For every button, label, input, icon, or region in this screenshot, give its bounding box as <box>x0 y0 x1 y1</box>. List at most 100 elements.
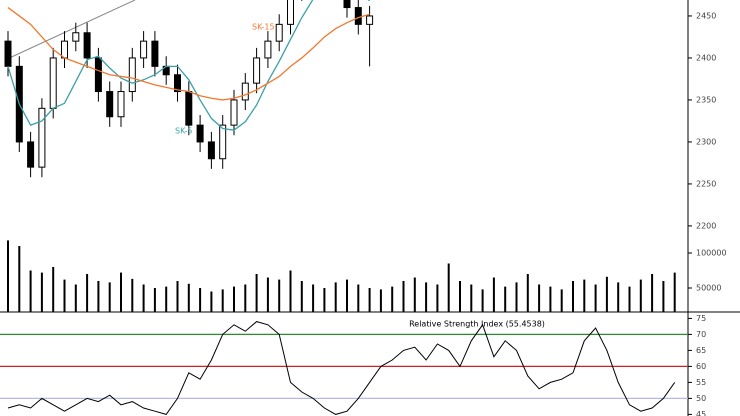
rsi-title: Relative Strength Index (55.4538) <box>409 320 545 329</box>
candle-body <box>241 82 249 101</box>
volume-bar <box>538 284 541 312</box>
moving-average <box>7 7 370 101</box>
volume-bar <box>515 282 518 312</box>
volume-bar <box>673 272 676 312</box>
volume-bar <box>323 287 326 312</box>
volume-bar <box>97 280 100 312</box>
y-tick-label: 2250 <box>696 179 716 188</box>
volume-bar <box>131 278 134 312</box>
volume-bar <box>40 272 43 312</box>
volume-bar <box>639 279 642 312</box>
volume-bar <box>617 282 620 312</box>
y-tick-label: 75 <box>696 314 706 323</box>
volume-bar <box>278 279 281 312</box>
volume-bar <box>492 277 495 312</box>
volume-bar <box>233 286 235 312</box>
y-tick-label: 2300 <box>696 137 716 146</box>
candle-body <box>128 57 136 93</box>
volume-bar <box>312 284 315 312</box>
volume-bar <box>153 287 156 312</box>
candle-body <box>38 107 46 168</box>
candle-body <box>151 40 159 67</box>
y-tick-label: 100000 <box>696 249 727 258</box>
volume-bar <box>447 263 450 312</box>
y-tick-label: 70 <box>696 330 706 339</box>
volume-bar <box>176 280 179 312</box>
candle-body <box>185 91 193 126</box>
candle-body <box>117 91 125 118</box>
candle-body <box>207 141 215 160</box>
y-tick-label: 60 <box>696 362 706 371</box>
y-tick-label: 2200 <box>696 221 716 230</box>
volume-bar <box>560 289 563 312</box>
volume-bar <box>413 277 416 312</box>
candle-body <box>83 32 91 59</box>
price-plot <box>4 0 374 178</box>
volume-bar <box>549 286 552 312</box>
volume-bar <box>334 282 337 312</box>
candle-body <box>72 32 80 42</box>
volume-bar <box>402 280 405 312</box>
volume-bar <box>481 289 484 312</box>
y-tick-label: 50000 <box>696 283 721 292</box>
candle-body <box>264 40 272 59</box>
rsi-line <box>7 321 676 415</box>
candle-body <box>230 99 238 126</box>
volume-bar <box>74 284 77 312</box>
volume-bar <box>662 280 665 312</box>
candle-body <box>366 15 374 25</box>
y-tick-label: 2450 <box>696 11 716 20</box>
volume-bar <box>300 280 303 312</box>
volume-bar <box>7 240 9 312</box>
volume-bar <box>210 291 213 312</box>
candle-body <box>253 57 261 84</box>
candle-body <box>287 0 294 25</box>
candle-body <box>174 74 181 93</box>
candle-body <box>27 141 35 168</box>
candle-body <box>275 23 283 42</box>
candle-body <box>61 40 68 59</box>
volume-bar <box>379 289 382 312</box>
y-tick-label: 45 <box>696 410 706 416</box>
volume-bar <box>594 284 597 312</box>
volume-bar <box>244 284 247 312</box>
volume-bar <box>165 286 168 312</box>
candle-body <box>354 7 362 25</box>
volume-bar <box>255 274 258 312</box>
volume-bar <box>436 284 439 312</box>
candle-body <box>219 124 227 160</box>
moving-average <box>7 0 371 131</box>
volume-bar <box>108 282 111 312</box>
trend-line <box>4 0 136 61</box>
volume-bar <box>289 270 292 312</box>
candle-body <box>140 40 148 59</box>
volume-bar <box>221 289 224 312</box>
volume-bar <box>29 270 32 312</box>
series-label: SK-5 <box>175 127 192 136</box>
volume-bar <box>470 284 473 312</box>
volume-bar <box>504 286 507 312</box>
volume-bar <box>572 280 574 312</box>
y-tick-label: 2400 <box>696 53 716 62</box>
volume-bar <box>199 287 202 312</box>
volume-bar <box>187 283 190 312</box>
volume-bar <box>391 286 394 312</box>
volume-bar <box>526 274 529 312</box>
candle-body <box>94 57 102 93</box>
volume-bar <box>357 284 360 312</box>
volume-bar <box>368 287 371 312</box>
volume-bar <box>86 274 89 312</box>
candle-body <box>196 124 204 143</box>
volume-bar <box>628 286 631 312</box>
y-tick-label: 55 <box>696 378 706 387</box>
volume-bar <box>605 276 608 312</box>
y-tick-label: 2350 <box>696 95 716 104</box>
y-tick-label: 65 <box>696 346 706 355</box>
volume-bar <box>425 282 428 312</box>
series-label: SK-15 <box>252 23 275 32</box>
volume-bar <box>52 267 55 312</box>
volume-bar <box>120 272 122 312</box>
volume-bar <box>142 284 145 312</box>
candle-body <box>49 57 57 109</box>
